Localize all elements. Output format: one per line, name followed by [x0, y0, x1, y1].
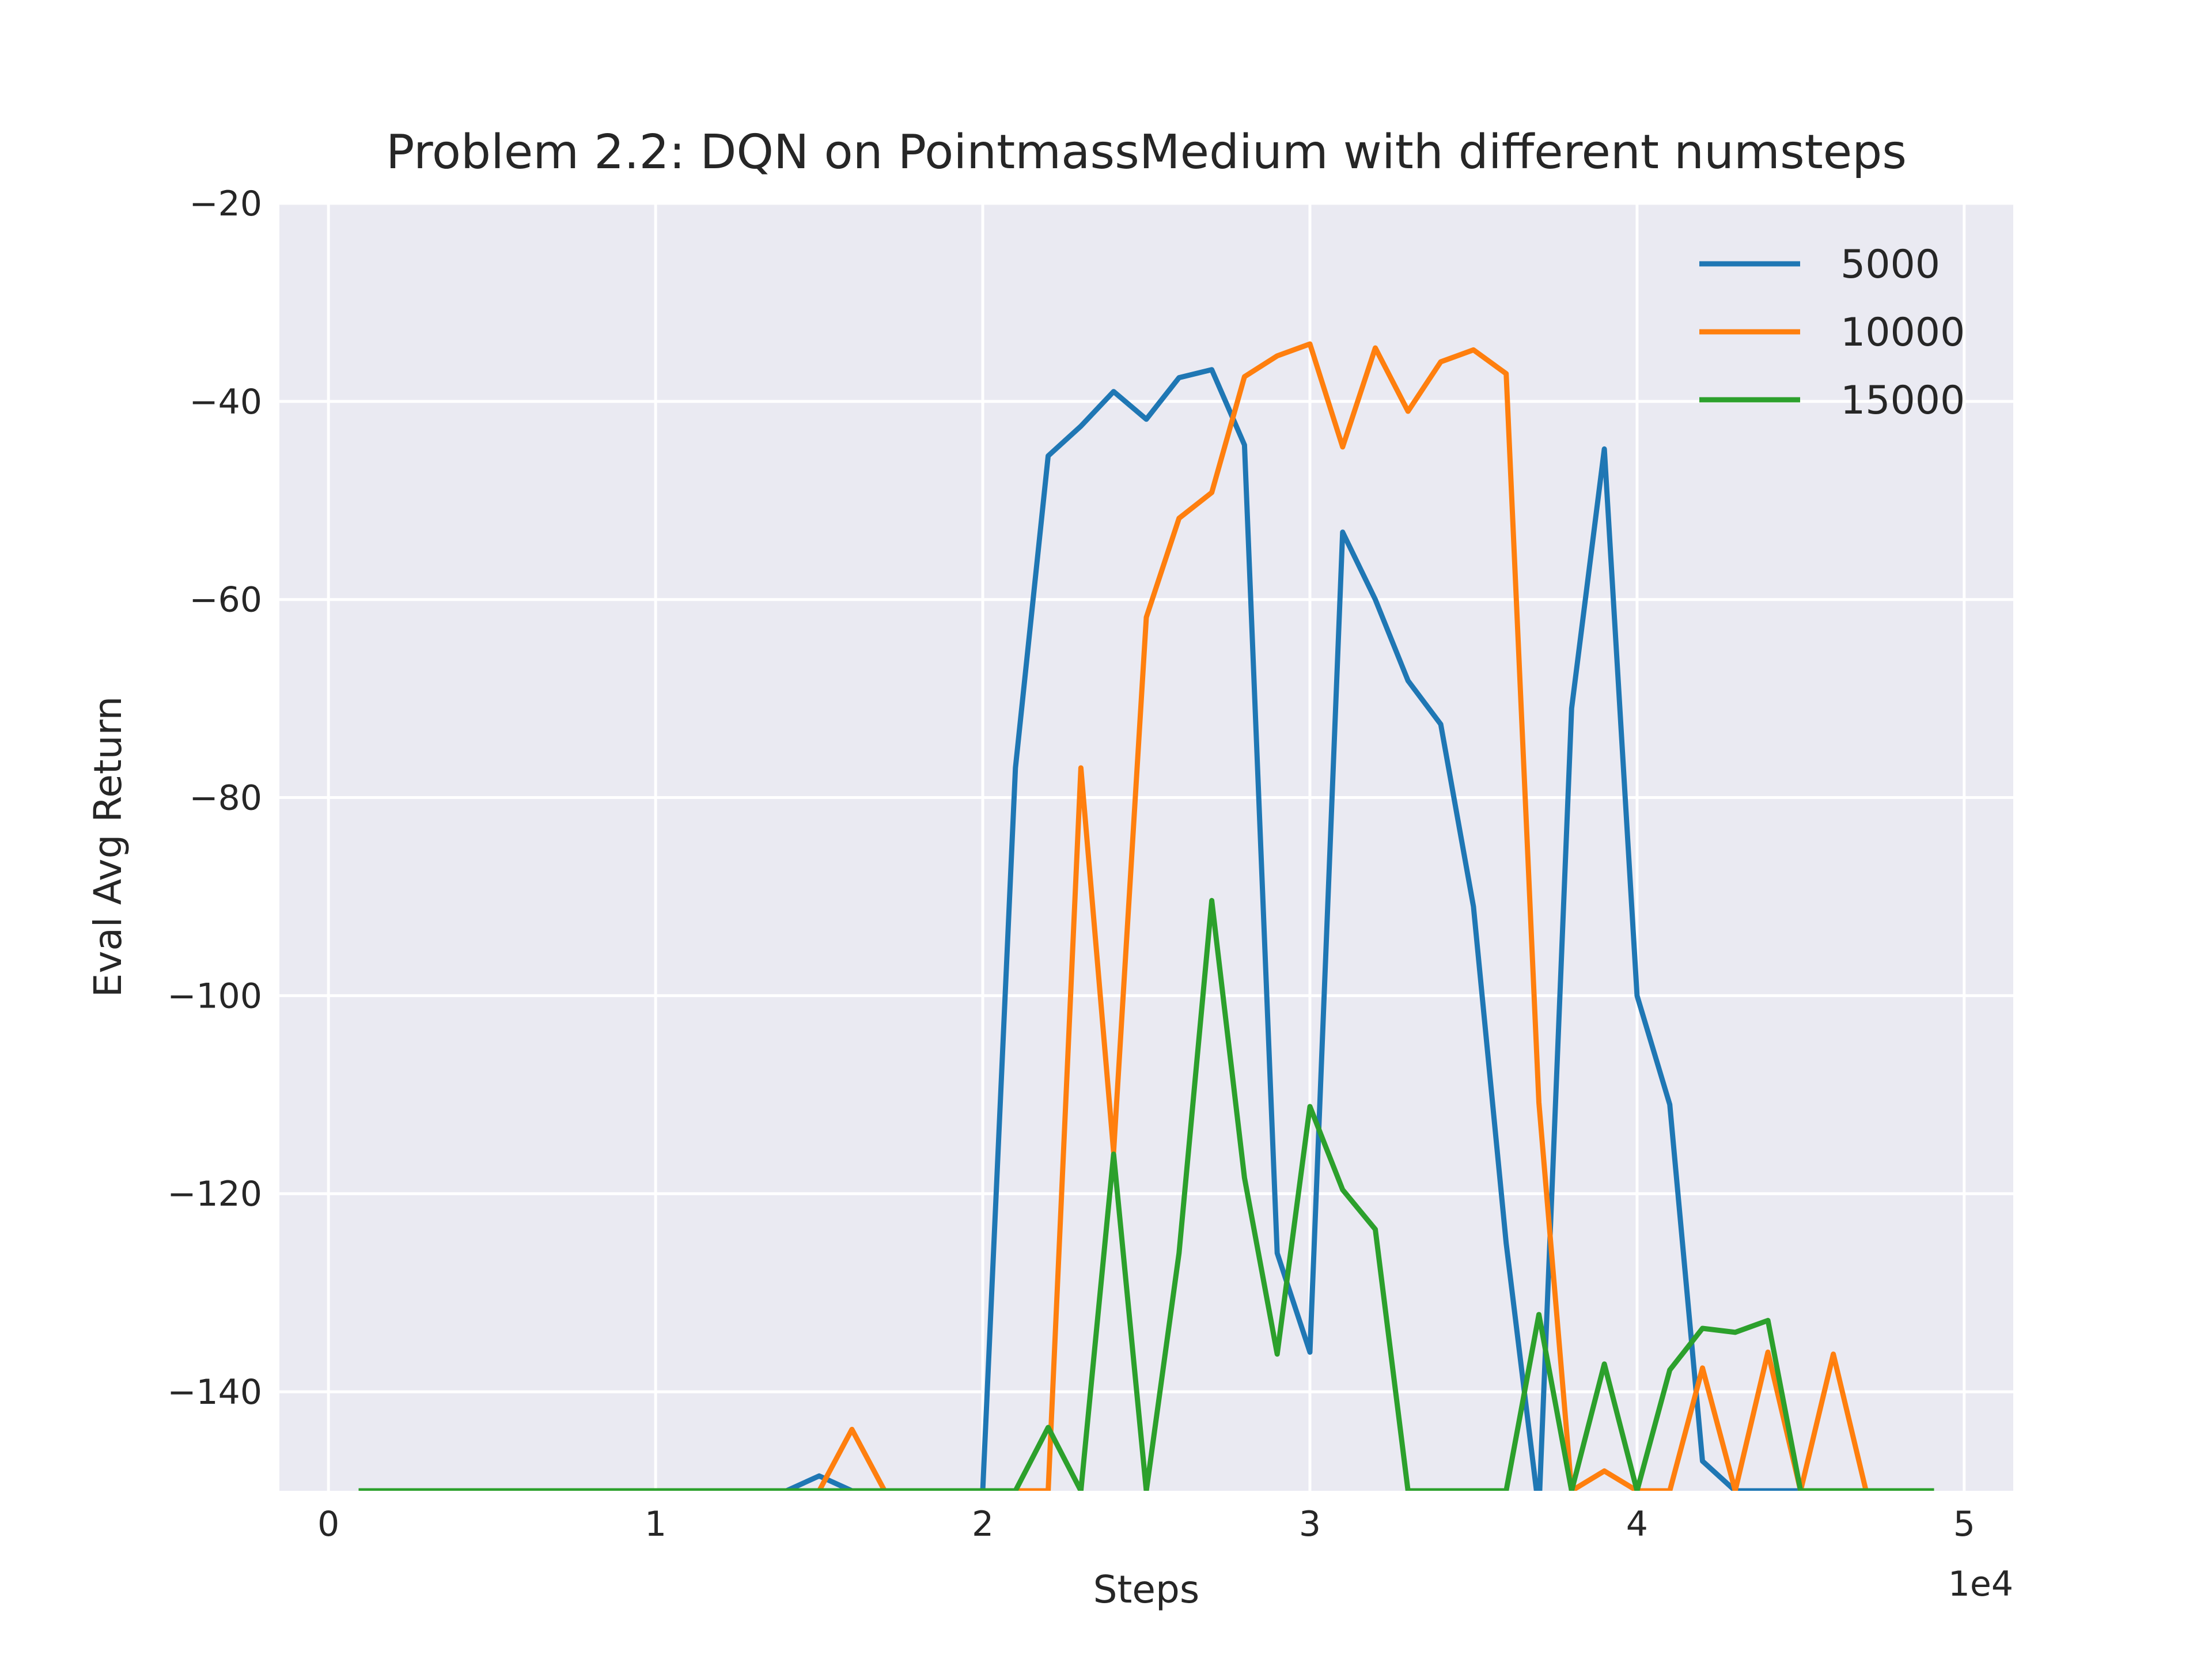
x-tick-label: 2 — [972, 1504, 994, 1544]
y-tick-label: −40 — [189, 382, 262, 422]
series-line-10000 — [358, 341, 1934, 1491]
x-axis-label: Steps — [1093, 1567, 1200, 1612]
legend-label-10000: 10000 — [1840, 310, 1965, 355]
x-tick-labels: 0 1 2 3 4 5 — [317, 1504, 1975, 1544]
series-layer — [358, 341, 1934, 1491]
y-tick-label: −80 — [189, 778, 262, 819]
y-tick-label: −60 — [189, 580, 262, 620]
plot-background — [279, 203, 2013, 1491]
y-tick-label: −120 — [167, 1174, 262, 1214]
chart-title: Problem 2.2: DQN on PointmassMedium with… — [386, 125, 1907, 180]
x-grid — [327, 203, 1966, 1491]
y-tick-labels: −140 −120 −100 −80 −60 −40 −20 — [167, 184, 262, 1412]
legend-label-5000: 5000 — [1840, 242, 1940, 287]
x-tick-label: 0 — [317, 1504, 339, 1544]
x-tick-label: 1 — [645, 1504, 666, 1544]
x-tick-label: 4 — [1626, 1504, 1648, 1544]
y-tick-label: −20 — [189, 184, 262, 224]
series-line-15000 — [358, 897, 1934, 1491]
x-tick-label: 5 — [1953, 1504, 1975, 1544]
legend-label-15000: 15000 — [1840, 378, 1965, 423]
series-line-5000 — [358, 367, 1934, 1491]
y-axis-label: Eval Avg Return — [86, 696, 130, 998]
legend: 5000 10000 15000 — [1699, 242, 1965, 423]
x-tick-label: 3 — [1299, 1504, 1321, 1544]
x-axis-offset-label: 1e4 — [1948, 1564, 2013, 1604]
y-tick-label: −140 — [167, 1372, 262, 1412]
y-tick-label: −100 — [167, 976, 262, 1016]
